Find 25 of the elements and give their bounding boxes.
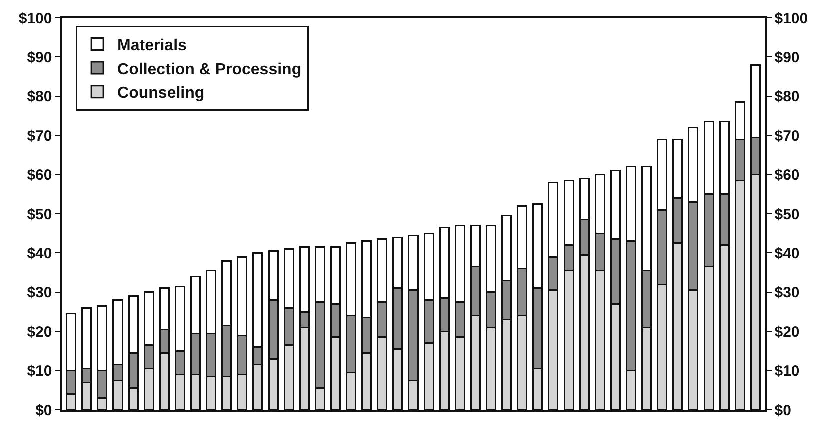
y2-tick-label: $40 (774, 245, 800, 262)
y2-tick-label: $90 (774, 49, 800, 66)
y-tick-label: $20 (27, 324, 52, 341)
legend-label: Counseling (118, 85, 205, 102)
y-tick-label: $40 (27, 245, 52, 262)
y-tick-label: $90 (27, 49, 52, 66)
y2-tick-label: $30 (774, 284, 800, 302)
y-tick-label: $70 (27, 128, 52, 145)
y2-tick-label: $70 (774, 128, 800, 145)
y-tick-label: $60 (27, 167, 52, 184)
y-tick-label: $10 (27, 363, 52, 380)
y-tick-label: $0 (36, 402, 52, 420)
y2-tick-label: $50 (774, 206, 800, 224)
legend-label: Materials (118, 37, 188, 54)
y2-tick-label: $0 (774, 402, 792, 420)
y2-tick-label: $10 (774, 363, 800, 380)
y-tick-label: $80 (27, 88, 52, 106)
y2-tick-label: $80 (774, 88, 800, 106)
y-tick-label: $50 (27, 206, 52, 224)
y2-tick-label: $100 (774, 10, 808, 28)
y2-tick-label: $60 (774, 167, 800, 184)
y-tick-label: $100 (18, 10, 52, 28)
y2-tick-label: $20 (774, 324, 800, 341)
legend-label: Collection & Processing (118, 61, 302, 78)
y-tick-label: $30 (27, 284, 52, 302)
